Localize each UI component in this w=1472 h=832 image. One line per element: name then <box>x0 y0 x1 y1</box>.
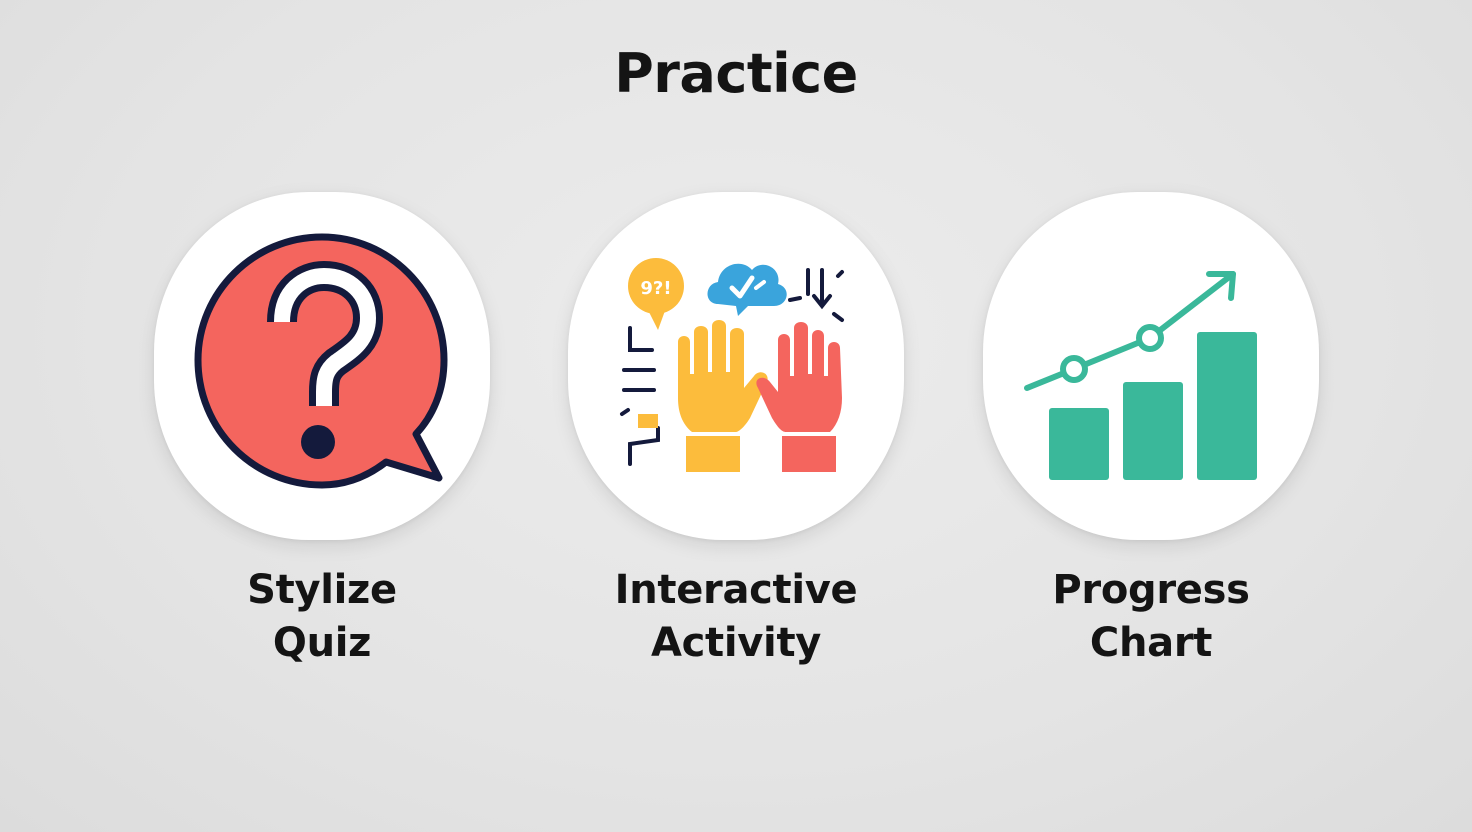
progress-chart-label: Progress Chart <box>1052 567 1250 666</box>
svg-text:9?!: 9?! <box>640 278 671 299</box>
down-arrow-marks-icon <box>788 268 844 322</box>
interactive-activity-tile[interactable]: 9?! <box>568 192 904 666</box>
coral-hand-icon <box>756 322 842 472</box>
yellow-speech-bubble-icon: 9?! <box>628 258 684 330</box>
yellow-hand-icon <box>678 320 768 472</box>
chart-bar-medium <box>1123 382 1183 480</box>
chart-bar-small <box>1049 408 1109 480</box>
trend-arrow-icon <box>1024 271 1236 391</box>
interactive-activity-card[interactable]: 9?! <box>568 192 904 540</box>
bar-chart-trend-icon <box>1024 271 1257 480</box>
interactive-activity-label: Interactive Activity <box>614 567 858 666</box>
chart-bar-large <box>1197 332 1257 480</box>
stylize-quiz-tile[interactable]: Stylize Quiz <box>154 192 490 666</box>
blue-cloud-bubble-icon <box>707 263 787 316</box>
progress-chart-card[interactable] <box>983 192 1319 540</box>
stylize-quiz-label: Stylize Quiz <box>247 567 397 666</box>
stylize-quiz-card[interactable] <box>154 192 490 540</box>
raised-hands-icon: 9?! <box>620 258 844 472</box>
page-title: Practice <box>614 42 858 105</box>
progress-chart-tile[interactable]: Progress Chart <box>983 192 1319 666</box>
left-line-marks-icon <box>620 326 660 466</box>
question-bubble-icon <box>194 233 448 489</box>
